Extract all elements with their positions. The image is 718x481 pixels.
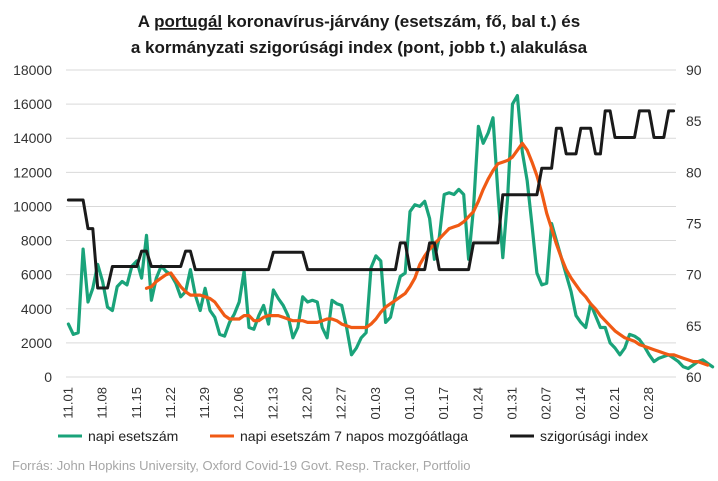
right-tick-label: 65: [686, 318, 702, 334]
x-tick-label: 01.03: [368, 387, 383, 420]
series-napi-esetszám: [66, 94, 715, 371]
left-tick-label: 16000: [13, 96, 52, 112]
legend-label: szigorúsági index: [540, 428, 648, 444]
title-underlined: portugál: [154, 12, 222, 31]
x-tick-label: 12.06: [231, 387, 246, 420]
svg-text:A portugál koronavírus-járvány: A portugál koronavírus-járvány (esetszám…: [138, 12, 580, 31]
x-tick-label: 11.15: [129, 387, 144, 419]
left-tick-label: 18000: [13, 62, 52, 78]
left-tick-label: 0: [44, 369, 52, 385]
x-tick-label: 12.13: [265, 387, 280, 420]
x-tick-label: 11.29: [197, 387, 212, 419]
left-axis-ticks: 0 2000 4000 6000 8000 10000 12000 14000 16000 180…: [13, 62, 52, 385]
chart-title: A portugál koronavírus-járvány (esetszám…: [131, 12, 588, 57]
legend-label: napi esetszám 7 napos mozgóátlaga: [240, 428, 468, 444]
right-tick-label: 85: [686, 113, 702, 129]
x-tick-label: 12.27: [334, 387, 349, 420]
x-axis-ticks: 11.01 11.08 11.15 11.22 11.29 12.06 12.13 12.20…: [60, 387, 656, 420]
right-tick-label: 80: [686, 164, 702, 180]
x-tick-label: 01.31: [505, 387, 520, 420]
left-tick-label: 12000: [13, 164, 52, 180]
x-tick-label: 02.07: [539, 387, 554, 420]
x-tick-label: 02.21: [607, 387, 622, 420]
x-tick-label: 01.10: [402, 387, 417, 420]
left-tick-label: 14000: [13, 130, 52, 146]
right-tick-label: 90: [686, 62, 702, 78]
x-tick-label: 01.24: [470, 387, 485, 420]
series-lines: [66, 94, 715, 371]
left-tick-label: 8000: [21, 233, 52, 249]
x-tick-label: 02.14: [573, 387, 588, 420]
gridlines: [66, 69, 676, 378]
x-tick-label: 01.17: [436, 387, 451, 420]
legend: napi esetszám napi esetszám 7 napos mozgó…: [58, 428, 648, 444]
x-tick-label: 11.08: [95, 387, 110, 419]
title-rest: koronavírus-járvány (esetszám, fő, bal t…: [222, 12, 580, 31]
left-tick-label: 2000: [21, 335, 52, 351]
source-note: Forrás: John Hopkins University, Oxford …: [12, 458, 471, 473]
x-tick-label: 11.22: [163, 387, 178, 419]
title-prefix: A: [138, 12, 154, 31]
right-tick-label: 60: [686, 369, 702, 385]
left-tick-label: 6000: [21, 267, 52, 283]
series-szigorúsági-index: [66, 109, 676, 290]
x-tick-label: 02.28: [641, 387, 656, 420]
x-tick-label: 12.20: [300, 387, 315, 420]
left-tick-label: 4000: [21, 301, 52, 317]
right-axis-ticks: 60 65 70 75 80 85 90: [686, 62, 702, 385]
x-tick-label: 11.01: [60, 387, 75, 419]
right-tick-label: 75: [686, 216, 702, 232]
right-tick-label: 70: [686, 267, 702, 283]
title-line2: a kormányzati szigorúsági index (pont, j…: [131, 38, 588, 57]
legend-label: napi esetszám: [88, 428, 178, 444]
left-tick-label: 10000: [13, 198, 52, 214]
